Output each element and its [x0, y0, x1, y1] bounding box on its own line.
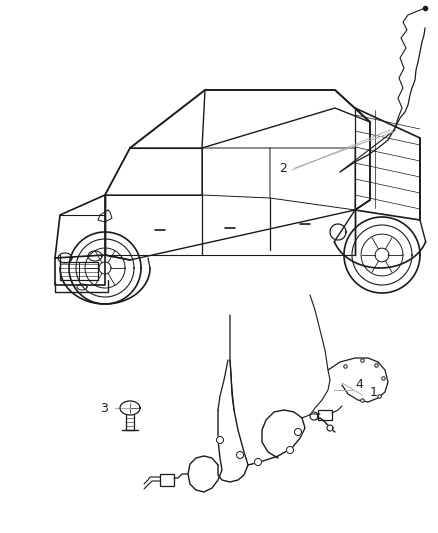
Polygon shape [286, 447, 293, 454]
Text: 4: 4 [355, 378, 363, 392]
Polygon shape [310, 412, 318, 420]
Polygon shape [254, 458, 261, 465]
Text: 2: 2 [279, 161, 287, 174]
Polygon shape [216, 437, 223, 443]
Bar [160, 474, 174, 486]
Polygon shape [120, 401, 140, 415]
Polygon shape [237, 451, 244, 458]
Text: 3: 3 [100, 401, 108, 415]
Text: 1: 1 [370, 386, 378, 400]
Polygon shape [294, 429, 301, 435]
Polygon shape [327, 425, 333, 431]
Bar [318, 410, 332, 420]
